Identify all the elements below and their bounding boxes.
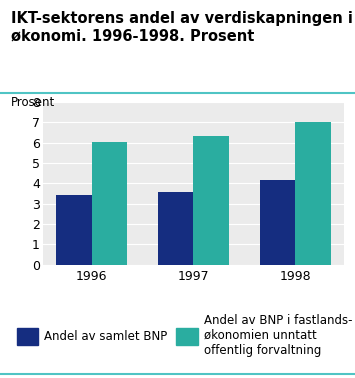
Bar xyxy=(56,195,92,265)
Bar xyxy=(92,142,127,265)
Bar xyxy=(193,136,229,265)
Bar xyxy=(158,192,193,265)
Bar xyxy=(295,122,331,265)
Text: IKT-sektorens andel av verdiskapningen i norsk
økonomi. 1996-1998. Prosent: IKT-sektorens andel av verdiskapningen i… xyxy=(11,11,355,44)
Legend: Andel av samlet BNP, Andel av BNP i fastlands-
økonomien unntatt
offentlig forva: Andel av samlet BNP, Andel av BNP i fast… xyxy=(17,314,352,357)
Text: Prosent: Prosent xyxy=(11,96,55,109)
Bar xyxy=(260,180,295,265)
